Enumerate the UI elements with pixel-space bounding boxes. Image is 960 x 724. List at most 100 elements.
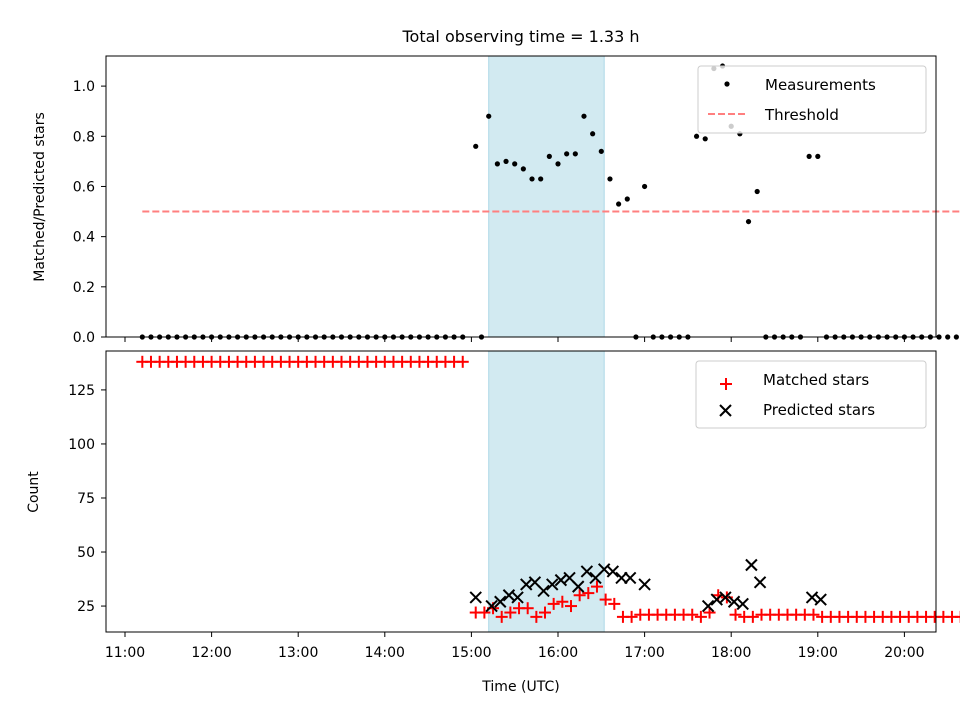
y-tick-label: 0.6 (73, 179, 95, 195)
x-tick-label: 16:00 (538, 645, 578, 661)
top-legend: Measurements Threshold (697, 65, 927, 134)
matched-star-point (530, 610, 543, 623)
legend-measurements-label: Measurements (765, 76, 876, 94)
bottom-legend: Matched stars Predicted stars (695, 360, 927, 429)
predicted-star-point (623, 571, 637, 585)
matched-star-point (573, 589, 586, 602)
legend-predicted-marker (719, 404, 732, 417)
y-tick-label: 50 (77, 545, 95, 561)
y-tick-label: 1.0 (73, 79, 95, 95)
bottom-panel: 25 50 75 100 125 11:00 12:00 13:00 14:00 15:00 16… (26, 350, 960, 695)
top-shaded-region (488, 55, 605, 338)
matched-star-point (694, 610, 707, 623)
matched-star-point (625, 610, 638, 623)
matched-star-point (599, 593, 612, 606)
measurement-point (945, 334, 951, 340)
measurement-point (624, 196, 630, 202)
predicted-star-point (745, 558, 758, 572)
measurement-point (642, 183, 648, 190)
measurement-point (520, 166, 526, 172)
y-tick-label: 75 (77, 491, 95, 507)
matched-star-point (539, 606, 552, 619)
matched-star-point (954, 610, 960, 623)
predicted-star-point (546, 578, 559, 591)
measurement-point (590, 131, 596, 137)
matched-star-point (556, 595, 569, 608)
matched-star-point (564, 600, 577, 613)
measurement-point (555, 161, 561, 167)
y-tick-label: 100 (68, 437, 95, 453)
x-tick-label: 13:00 (278, 645, 318, 661)
matched-star-point (456, 355, 469, 368)
measurement-point (529, 176, 535, 182)
legend-predicted-label: Predicted stars (763, 401, 875, 419)
measurement-point (572, 151, 578, 157)
top-ylabel: Matched/Predicted stars (32, 112, 48, 282)
measurement-point (598, 148, 604, 154)
legend-matched-label: Matched stars (763, 371, 869, 389)
predicted-star-point (719, 591, 732, 604)
measurement-point (936, 334, 942, 340)
matched-star-point (608, 597, 621, 610)
matched-star-point (686, 608, 699, 621)
measurement-point (953, 334, 959, 340)
x-axis-label: Time (UTC) (481, 679, 559, 695)
measurement-point (486, 113, 492, 119)
measurement-point (538, 176, 544, 182)
y-tick-label: 0.8 (73, 129, 95, 145)
predicted-star-point (537, 584, 550, 598)
matched-star-point (746, 610, 759, 623)
bottom-shaded-region (488, 350, 605, 633)
legend-matched-marker (720, 378, 732, 390)
predicted-star-point (606, 565, 620, 578)
measurement-point (616, 201, 622, 207)
y-tick-label: 125 (68, 383, 95, 399)
measurement-point (473, 143, 479, 149)
chart-title: Total observing time = 1.33 h (401, 27, 639, 46)
bottom-ylabel: Count (26, 471, 42, 513)
matched-star-point (504, 606, 517, 619)
measurement-point (581, 113, 587, 119)
x-tick-label: 18:00 (711, 645, 751, 661)
predicted-star-point (814, 593, 827, 606)
predicted-star-point (571, 580, 585, 593)
measurement-point (702, 136, 708, 142)
matched-star-point (807, 608, 820, 621)
x-tick-label: 11:00 (105, 645, 145, 661)
y-tick-label: 0.2 (73, 280, 95, 296)
measurement-point (745, 218, 752, 225)
matched-star-point (729, 608, 742, 621)
matched-star-point (547, 597, 560, 610)
x-tick-label: 14:00 (365, 645, 405, 661)
top-plot-frame (105, 55, 937, 338)
predicted-star-point (701, 599, 715, 613)
y-tick-label: 0.0 (73, 330, 95, 346)
measurement-point (564, 151, 570, 157)
predicted-star-point (580, 565, 594, 578)
predicted-star-point (511, 591, 524, 604)
legend-threshold-label: Threshold (764, 106, 839, 124)
legend-measurements-marker (724, 81, 730, 87)
matched-star-point (521, 602, 534, 615)
measurement-point (546, 153, 552, 159)
measurement-point (754, 188, 760, 195)
matched-star-point (495, 610, 508, 623)
x-tick-label: 19:00 (798, 645, 838, 661)
measurement-point (503, 158, 509, 164)
measurement-point (607, 176, 613, 182)
measurement-point (806, 153, 812, 159)
measurement-point (494, 161, 500, 167)
y-tick-label: 0.4 (73, 230, 95, 246)
bottom-plot-frame (105, 350, 937, 633)
x-tick-label: 15:00 (451, 645, 491, 661)
y-tick-label: 25 (77, 599, 95, 615)
measurement-point (693, 133, 700, 139)
x-tick-label: 20:00 (884, 645, 924, 661)
predicted-star-point (638, 578, 651, 591)
predicted-star-point (753, 576, 767, 589)
matched-star-point (582, 587, 595, 600)
matched-star-point (478, 606, 491, 619)
matched-star-point (590, 580, 603, 593)
top-panel: 0.0 0.2 0.4 0.6 0.8 1.0 Matched/Predicted sta… (32, 55, 960, 346)
